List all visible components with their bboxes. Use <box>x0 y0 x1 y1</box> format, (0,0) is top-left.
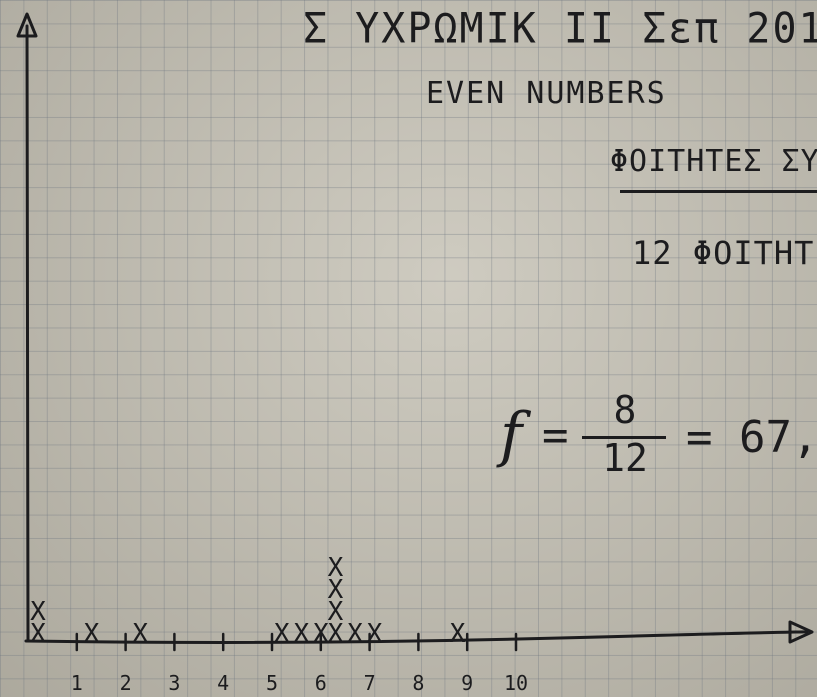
formula-denominator: 12 <box>602 436 648 480</box>
data-point-x-mark: X <box>328 597 344 627</box>
formula-symbol: f <box>500 400 523 470</box>
data-point-x-mark: X <box>132 619 148 649</box>
frequency-formula: f = 8 12 = 67, <box>500 388 817 482</box>
x-tick-label: 10 <box>504 671 528 695</box>
data-point-x-mark: X <box>30 597 46 627</box>
data-point-x-mark: X <box>328 553 344 583</box>
x-axis-arrow-icon <box>788 620 814 644</box>
y-axis-arrow-icon <box>16 12 38 38</box>
x-tick-label: 7 <box>364 671 376 695</box>
students-count: 12 ΦΟΙΤΗΤΕ <box>632 234 817 272</box>
x-tick-label: 6 <box>315 671 327 695</box>
formula-result: = 67, <box>686 412 817 463</box>
x-tick-label: 1 <box>71 671 83 695</box>
x-tick-label: 2 <box>120 671 132 695</box>
data-point-x-mark: X <box>84 619 100 649</box>
x-tick-label: 9 <box>461 671 473 695</box>
x-tick-label: 8 <box>412 671 424 695</box>
y-axis <box>16 12 38 642</box>
heading-underline <box>620 190 817 193</box>
x-tick-label: 5 <box>266 671 278 695</box>
fraction-bar <box>582 436 666 439</box>
page-subtitle: EVEN NUMBERS <box>426 76 667 111</box>
students-heading: ΦΟΙΤΗΤΕΣ ΣΥΕ <box>610 144 817 179</box>
data-point-x-mark: X <box>367 619 383 649</box>
x-ticks: 1 2 3 4 5 6 7 8 9 10 <box>71 632 528 695</box>
formula-equals: = <box>542 410 569 461</box>
x-tick-label: 4 <box>217 671 229 695</box>
x-tick-label: 3 <box>168 671 180 695</box>
data-point-x-mark: X <box>450 619 466 649</box>
data-point-x-mark: X <box>347 619 363 649</box>
page-title: Σ ΥΧΡΩΜΙΚ II Σεπ 2013 <box>303 4 817 54</box>
data-point-x-mark: X <box>328 575 344 605</box>
data-point-x-mark: X <box>30 619 46 649</box>
formula-numerator: 8 <box>613 388 637 432</box>
data-point-x-mark: X <box>313 619 329 649</box>
data-point-x-mark: X <box>293 619 309 649</box>
data-point-x-mark: X <box>328 619 344 649</box>
data-point-x-mark: X <box>274 619 290 649</box>
